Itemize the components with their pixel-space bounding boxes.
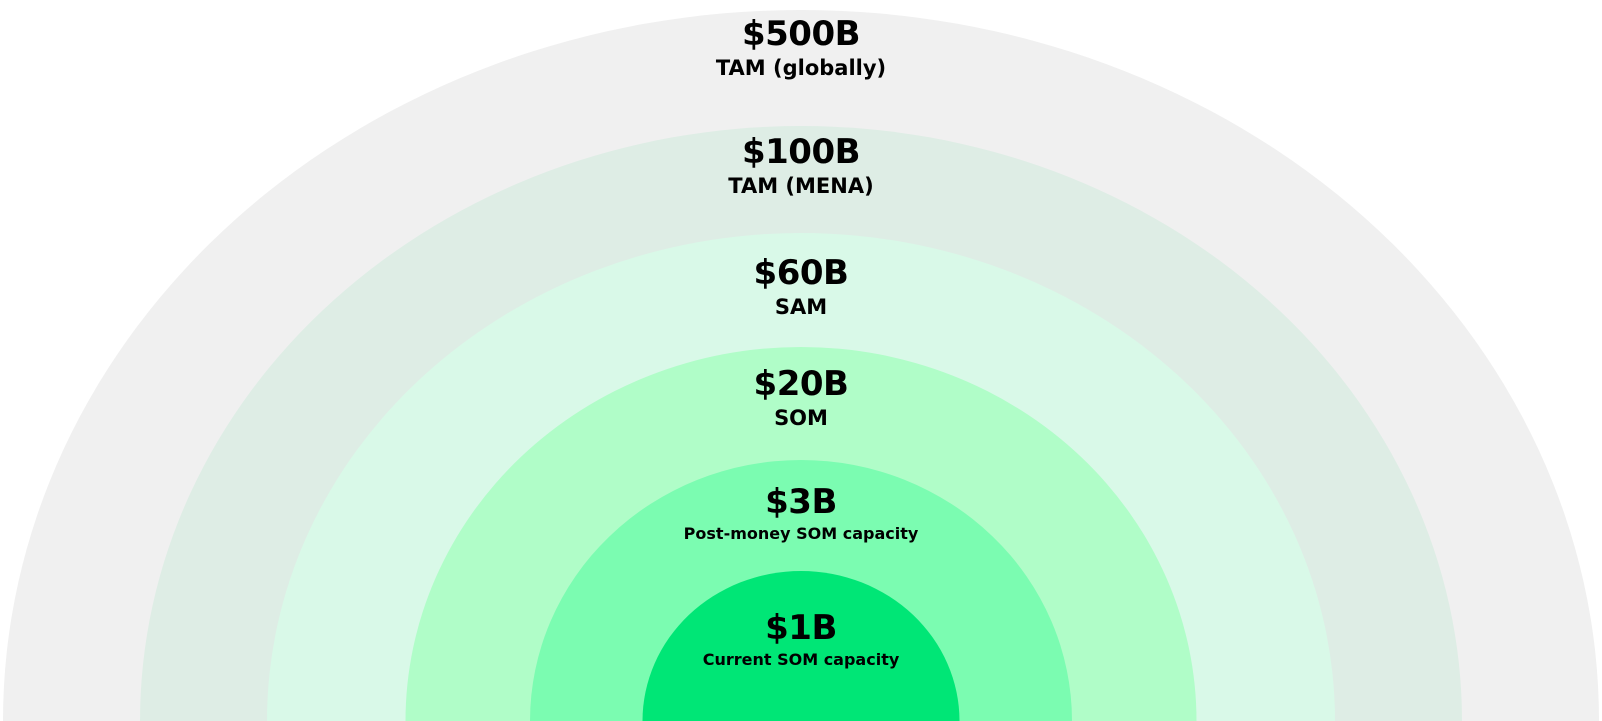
ring-label-sam: $60B SAM — [0, 256, 1602, 318]
ring-caption: Current SOM capacity — [702, 650, 900, 669]
ring-label-current-som: $1B Current SOM capacity — [0, 611, 1602, 668]
ring-value: $100B — [741, 132, 861, 172]
ring-caption: SOM — [774, 406, 828, 430]
ring-value: $1B — [765, 608, 837, 648]
ring-value: $60B — [753, 253, 849, 293]
ring-value: $20B — [753, 364, 849, 404]
ring-label-post-money-som: $3B Post-money SOM capacity — [0, 485, 1602, 542]
ring-caption: Post-money SOM capacity — [683, 524, 919, 543]
ring-label-tam-global: $500B TAM (globally) — [0, 17, 1602, 79]
ring-value: $3B — [765, 482, 837, 522]
ring-label-tam-mena: $100B TAM (MENA) — [0, 135, 1602, 197]
ring-caption: SAM — [774, 295, 828, 319]
ring-caption: TAM (globally) — [715, 56, 887, 80]
ring-label-som: $20B SOM — [0, 367, 1602, 429]
ring-caption: TAM (MENA) — [728, 174, 874, 198]
ring-value: $500B — [741, 14, 861, 54]
